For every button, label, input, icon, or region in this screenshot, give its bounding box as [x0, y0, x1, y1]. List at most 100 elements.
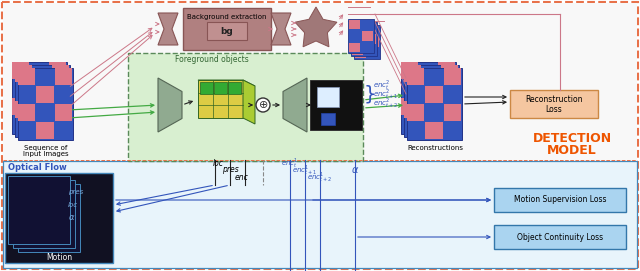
- Bar: [214, 82, 227, 94]
- Bar: [30, 116, 47, 133]
- Bar: [419, 116, 436, 133]
- Bar: [365, 34, 376, 44]
- Bar: [407, 68, 424, 85]
- Bar: [5, 173, 113, 263]
- Text: Motion Supervision Loss: Motion Supervision Loss: [514, 195, 606, 205]
- Bar: [18, 184, 80, 252]
- Polygon shape: [198, 80, 243, 118]
- Bar: [441, 65, 458, 82]
- Bar: [426, 86, 443, 103]
- Text: $enc_{t+1}^2$: $enc_{t+1}^2$: [373, 87, 398, 101]
- Text: Sequence of: Sequence of: [24, 145, 68, 151]
- Bar: [128, 53, 363, 161]
- Text: }: }: [364, 85, 376, 104]
- Polygon shape: [198, 80, 255, 86]
- Text: Background extraction: Background extraction: [188, 14, 267, 20]
- Bar: [438, 62, 455, 79]
- Bar: [419, 80, 436, 97]
- Bar: [12, 98, 29, 115]
- Text: Reconstructions: Reconstructions: [407, 145, 463, 151]
- Bar: [18, 68, 73, 140]
- Bar: [494, 188, 626, 212]
- Bar: [49, 98, 66, 115]
- Polygon shape: [158, 78, 182, 132]
- Text: $\alpha$: $\alpha$: [68, 214, 76, 222]
- Bar: [36, 122, 54, 139]
- Bar: [8, 176, 70, 244]
- Bar: [349, 20, 360, 29]
- Bar: [15, 65, 70, 137]
- Bar: [348, 19, 374, 53]
- Polygon shape: [243, 80, 255, 124]
- Bar: [441, 101, 458, 118]
- Bar: [36, 86, 54, 103]
- Bar: [422, 83, 440, 100]
- Bar: [355, 26, 366, 35]
- Text: loc: loc: [212, 159, 223, 167]
- Text: Reconstruction: Reconstruction: [525, 95, 583, 105]
- Bar: [49, 62, 66, 79]
- Bar: [317, 87, 339, 107]
- Bar: [200, 82, 213, 94]
- Bar: [207, 22, 247, 40]
- Bar: [407, 104, 424, 121]
- Polygon shape: [271, 13, 291, 45]
- Bar: [349, 43, 360, 52]
- Text: $\oplus$: $\oplus$: [258, 99, 268, 111]
- Bar: [52, 101, 69, 118]
- Text: Motion: Motion: [46, 253, 72, 262]
- Bar: [12, 62, 67, 134]
- Circle shape: [256, 98, 270, 112]
- Text: DETECTION: DETECTION: [532, 131, 612, 144]
- Bar: [15, 101, 33, 118]
- Text: MODEL: MODEL: [547, 144, 597, 156]
- Polygon shape: [295, 7, 337, 47]
- Bar: [183, 8, 271, 50]
- Bar: [362, 31, 373, 41]
- Text: $enc_{t+1}^1$: $enc_{t+1}^1$: [292, 163, 317, 177]
- Bar: [355, 49, 366, 58]
- Bar: [368, 37, 379, 47]
- Polygon shape: [283, 78, 307, 132]
- Bar: [3, 3, 637, 160]
- Bar: [444, 68, 461, 85]
- Text: loc: loc: [68, 202, 78, 208]
- Bar: [351, 22, 377, 56]
- Bar: [401, 62, 456, 134]
- Text: $enc_{t+2}^2$: $enc_{t+2}^2$: [373, 96, 398, 110]
- Bar: [18, 104, 35, 121]
- Bar: [33, 83, 51, 100]
- Text: $enc_t^1$: $enc_t^1$: [281, 156, 299, 170]
- Bar: [321, 113, 335, 125]
- Bar: [401, 62, 419, 79]
- Text: Object Continuity Loss: Object Continuity Loss: [517, 233, 603, 241]
- Bar: [494, 225, 626, 249]
- Bar: [352, 46, 363, 55]
- Bar: [18, 68, 35, 85]
- Bar: [3, 161, 637, 268]
- Text: pres: pres: [221, 166, 238, 175]
- Bar: [13, 180, 75, 248]
- Bar: [401, 98, 419, 115]
- Text: Optical Flow: Optical Flow: [8, 163, 67, 173]
- Text: Loss: Loss: [546, 105, 563, 114]
- Text: $\alpha$: $\alpha$: [351, 165, 359, 175]
- Bar: [33, 119, 51, 136]
- Bar: [438, 98, 455, 115]
- Text: Input Images: Input Images: [23, 151, 69, 157]
- Bar: [310, 80, 362, 130]
- Bar: [404, 101, 421, 118]
- Bar: [52, 65, 69, 82]
- Polygon shape: [158, 13, 178, 45]
- Bar: [228, 82, 241, 94]
- Text: $enc_t^2$: $enc_t^2$: [373, 78, 390, 92]
- Bar: [422, 119, 440, 136]
- Text: bg: bg: [221, 27, 234, 36]
- Bar: [354, 25, 380, 59]
- Bar: [404, 65, 459, 137]
- Text: enc: enc: [235, 173, 249, 182]
- Bar: [15, 65, 33, 82]
- Bar: [352, 23, 363, 32]
- Bar: [404, 65, 421, 82]
- Text: $enc_{t+2}^1$: $enc_{t+2}^1$: [307, 170, 333, 184]
